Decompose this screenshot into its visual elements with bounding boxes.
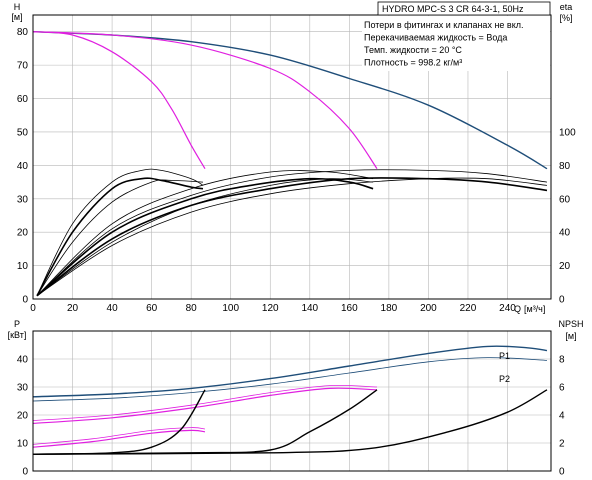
power-npsh-curve-2 <box>32 387 378 424</box>
info-box: HYDRO MPC-S 3 CR 64-3-1, 50Hz Потери в ф… <box>362 1 551 71</box>
h-tick-label: 10 <box>17 261 29 272</box>
head-eff-curve-7 <box>36 170 374 296</box>
axis-names: H [м] eta [%] Q [м³/ч] P [кВт] NPSH [м] … <box>8 2 584 384</box>
head-eff-curve-5 <box>36 179 204 296</box>
x-tick-label: 0 <box>30 303 36 314</box>
left-axis-unit-h: [м] <box>11 12 22 22</box>
power-npsh-curve-3 <box>32 384 378 421</box>
left-axis-name-p: P <box>14 319 20 329</box>
top-tick-labels: 0 20 40 60 80 100 120 140 160 180 200 220 2400102030… <box>17 27 576 314</box>
bottom-plot-frame <box>32 330 552 472</box>
info-line-temperature: Темп. жидкости = 20 °C <box>364 45 462 55</box>
x-tick-label: 180 <box>381 303 398 314</box>
x-tick-label: 40 <box>107 303 119 314</box>
right-axis-name-npsh: NPSH <box>558 319 583 329</box>
npsh-tick-label: 8 <box>559 355 565 366</box>
head-efficiency-series <box>32 31 548 297</box>
head-eff-curve-2 <box>32 31 378 170</box>
h-tick-label: 70 <box>17 61 29 72</box>
p-tick-label: 0 <box>22 467 28 478</box>
chart-title: HYDRO MPC-S 3 CR 64-3-1, 50Hz <box>382 4 524 14</box>
eta-tick-label: 100 <box>559 127 576 138</box>
info-line-fittings: Потери в фитингах и клапанах не вкл. <box>364 20 524 30</box>
left-axis-unit-p: [кВт] <box>8 330 27 340</box>
h-tick-label: 60 <box>17 94 29 105</box>
h-tick-label: 40 <box>17 161 29 172</box>
h-tick-label: 80 <box>17 27 29 38</box>
power-npsh-curve-0 <box>32 345 548 398</box>
power-npsh-curve-5 <box>32 427 206 445</box>
top-plot-frame <box>32 14 552 300</box>
npsh-tick-label: 0 <box>559 467 565 478</box>
head-eff-curve-4 <box>36 168 204 296</box>
x-axis-unit-q: [м³/ч] <box>524 304 545 314</box>
head-eff-curve-11 <box>36 177 548 297</box>
title-box <box>377 1 551 16</box>
h-tick-label: 20 <box>17 228 29 239</box>
x-tick-label: 220 <box>460 303 477 314</box>
npsh-tick-label: 2 <box>559 439 565 450</box>
eta-tick-label: 80 <box>559 161 571 172</box>
x-tick-label: 80 <box>186 303 198 314</box>
x-tick-label: 20 <box>67 303 79 314</box>
bottom-tick-labels: 0 10 20 30 40 0 2 4 6 8 <box>17 355 565 478</box>
right-axis-unit-npsh: [м] <box>565 331 576 341</box>
power-npsh-curve-4 <box>32 429 206 448</box>
eta-tick-label: 0 <box>559 295 565 306</box>
head-eff-curve-3 <box>36 177 204 297</box>
power-npsh-curve-8 <box>32 389 548 455</box>
p-tick-label: 40 <box>17 355 29 366</box>
info-line-fluid: Перекачиваемая жидкость = Вода <box>364 33 507 43</box>
x-axis-name-q: Q <box>514 304 521 314</box>
power-npsh-series <box>32 345 548 455</box>
right-axis-unit-eta: [%] <box>559 13 572 23</box>
x-tick-label: 120 <box>262 303 279 314</box>
p-tick-label: 20 <box>17 411 29 422</box>
head-eff-curve-10 <box>36 169 548 296</box>
p-tick-label: 30 <box>17 383 29 394</box>
info-box-background <box>362 16 550 71</box>
x-tick-label: 100 <box>222 303 239 314</box>
x-tick-label: 140 <box>301 303 318 314</box>
head-eff-curve-1 <box>32 31 206 170</box>
h-tick-label: 50 <box>17 127 29 138</box>
series-label-p1: P1 <box>499 351 510 361</box>
h-tick-label: 0 <box>22 295 28 306</box>
power-npsh-curve-1 <box>32 357 548 402</box>
series-label-p2: P2 <box>499 374 510 384</box>
right-axis-name-eta: eta <box>560 2 573 12</box>
npsh-tick-label: 4 <box>559 411 565 422</box>
h-tick-label: 30 <box>17 194 29 205</box>
p-tick-label: 10 <box>17 439 29 450</box>
head-eff-curve-6 <box>36 177 374 297</box>
head-eff-curve-9 <box>36 177 548 297</box>
eta-tick-label: 40 <box>559 228 571 239</box>
eta-tick-label: 60 <box>559 194 571 205</box>
head-eff-curve-8 <box>36 178 374 297</box>
x-tick-label: 60 <box>146 303 158 314</box>
npsh-tick-label: 6 <box>559 383 565 394</box>
x-tick-label: 240 <box>499 303 516 314</box>
bottom-grid <box>32 331 551 472</box>
eta-tick-label: 20 <box>559 261 571 272</box>
x-tick-label: 160 <box>341 303 358 314</box>
x-tick-label: 200 <box>420 303 437 314</box>
left-axis-name-h: H <box>14 2 21 12</box>
info-line-density: Плотность = 998.2 кг/м³ <box>364 58 462 68</box>
